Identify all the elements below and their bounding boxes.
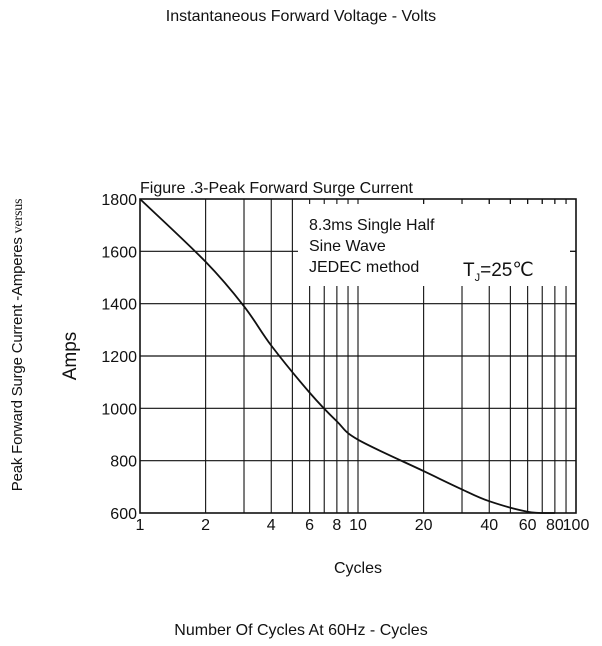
x-tick-label: 6: [305, 517, 314, 534]
chart-title: Figure .3-Peak Forward Surge Current: [140, 180, 414, 197]
x-tick-label: 4: [267, 517, 276, 534]
x-tick-label: 1: [136, 517, 145, 534]
y-tick-label: 1200: [101, 349, 137, 366]
annotation-line-3: JEDEC method: [309, 259, 419, 276]
x-tick-label: 10: [349, 517, 367, 534]
plot-frame: [139, 198, 577, 514]
y-tick-label: 1400: [101, 297, 137, 314]
x-tick-label: 80: [546, 517, 564, 534]
tj-unit: ℃: [512, 260, 533, 281]
y-tick-labels: 600 800 1000 1200 1400 1600 1800: [101, 192, 137, 523]
annotation-line-2: Sine Wave: [309, 238, 386, 255]
annotation-box: [298, 204, 570, 286]
x-tick-label: 20: [415, 517, 433, 534]
x-tick-label: 8: [332, 517, 341, 534]
x-tick-label: 100: [563, 517, 590, 534]
tj-subscript: J: [475, 272, 481, 284]
x-tick-label: 2: [201, 517, 210, 534]
y-tick-label: 600: [110, 506, 137, 523]
junction-temperature-label: TJ=25℃: [463, 260, 534, 284]
x-tick-label: 40: [480, 517, 498, 534]
y-tick-label: 1800: [101, 192, 137, 209]
y-tick-label: 1600: [101, 244, 137, 261]
tj-value: =25: [480, 260, 512, 281]
surge-current-curve: [139, 198, 555, 514]
bottom-caption: Number Of Cycles At 60Hz - Cycles: [174, 622, 428, 639]
annotation-line-1: 8.3ms Single Half: [309, 217, 435, 234]
y-tick-label: 800: [110, 454, 137, 471]
top-caption: Instantaneous Forward Voltage - Volts: [165, 8, 437, 25]
y-axis-label: Amps: [60, 332, 81, 381]
x-axis-label: Cycles: [334, 560, 382, 577]
y-tick-label: 1000: [101, 401, 137, 418]
tj-symbol: T: [463, 260, 475, 281]
x-tick-label: 60: [519, 517, 537, 534]
